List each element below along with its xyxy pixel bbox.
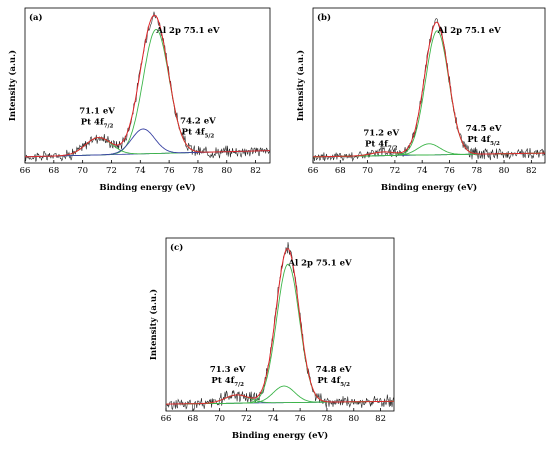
peak-annotation: 71.3 eV bbox=[210, 365, 246, 375]
plot-frame bbox=[312, 7, 546, 164]
peak-annotation-label: Pt 4f5/2 bbox=[467, 135, 500, 147]
peak-annotation-label: Pt 4f7/2 bbox=[81, 117, 114, 129]
x-tick-label: 72 bbox=[241, 414, 252, 424]
x-tick-label: 70 bbox=[214, 414, 225, 424]
peak-annotation-label: Pt 4f5/2 bbox=[182, 127, 215, 139]
fit-component-line bbox=[25, 128, 270, 158]
x-axis-label: Binding energy (eV) bbox=[381, 182, 477, 193]
peak-annotation: 71.1 eV bbox=[79, 106, 115, 116]
peak-annotation: 74.8 eV bbox=[316, 365, 352, 375]
x-tick-label: 82 bbox=[526, 166, 537, 176]
x-tick-label: 80 bbox=[221, 166, 232, 176]
peak-annotation-name: Pt 4f bbox=[365, 140, 389, 150]
raw-data-line bbox=[165, 242, 395, 411]
x-tick-label: 70 bbox=[362, 166, 373, 176]
peak-annotation-subscript: 5/2 bbox=[205, 133, 215, 139]
peak-annotation-label: Pt 4f7/2 bbox=[211, 376, 244, 388]
x-tick-label: 78 bbox=[322, 414, 333, 424]
x-tick-label: 72 bbox=[106, 166, 117, 176]
fit-component-line bbox=[166, 263, 394, 405]
panel-label: (a) bbox=[29, 12, 43, 23]
plot-frame bbox=[165, 237, 395, 412]
peak-annotation-subscript: 5/2 bbox=[490, 141, 500, 147]
panel-label: (b) bbox=[317, 12, 331, 23]
raw-data-line bbox=[312, 18, 546, 162]
x-tick-label: 72 bbox=[389, 166, 400, 176]
y-axis-label: Intensity (a.u.) bbox=[7, 50, 18, 121]
peak-annotation-label: Pt 4f7/2 bbox=[365, 140, 398, 152]
x-tick-label: 76 bbox=[444, 166, 455, 176]
x-tick-label: 76 bbox=[164, 166, 175, 176]
x-tick-label: 68 bbox=[335, 166, 346, 176]
y-axis-label: Intensity (a.u.) bbox=[148, 289, 159, 360]
envelope-fit-line bbox=[313, 21, 545, 158]
x-tick-label: 66 bbox=[20, 166, 31, 176]
x-tick-label: 74 bbox=[135, 166, 146, 176]
peak-annotation-label: Pt 4f5/2 bbox=[317, 376, 350, 388]
x-tick-label: 66 bbox=[308, 166, 319, 176]
x-tick-label: 78 bbox=[471, 166, 482, 176]
x-tick-label: 74 bbox=[417, 166, 428, 176]
peak-annotation-subscript: 7/2 bbox=[234, 382, 244, 388]
panel-label: (c) bbox=[170, 242, 183, 253]
x-tick-label: 82 bbox=[375, 414, 386, 424]
x-axis-label: Binding energy (eV) bbox=[99, 182, 195, 193]
chart-panel-3: 66 68 70 72 74 76 78 80 82 Binding energy (eV) Int… bbox=[148, 237, 395, 441]
y-axis-label: Intensity (a.u.) bbox=[295, 50, 306, 121]
chart-panel-1: 66 68 70 72 74 76 78 80 82 Binding energy (eV) Int… bbox=[7, 7, 271, 193]
x-tick-label: 80 bbox=[499, 166, 510, 176]
x-tick-label: 80 bbox=[348, 414, 359, 424]
x-tick-label: 68 bbox=[187, 414, 198, 424]
raw-data-line bbox=[24, 11, 271, 162]
x-axis-label: Binding energy (eV) bbox=[232, 430, 328, 441]
x-tick-label: 74 bbox=[268, 414, 279, 424]
peak-annotation-name: Pt 4f bbox=[182, 127, 206, 137]
x-tick-label: 66 bbox=[161, 414, 172, 424]
x-tick-label: 68 bbox=[48, 166, 59, 176]
fit-component-line bbox=[25, 137, 270, 158]
peak-annotation: Al 2p 75.1 eV bbox=[287, 259, 352, 269]
envelope-fit-line bbox=[25, 14, 270, 158]
fit-component-line bbox=[25, 29, 270, 158]
plot-frame bbox=[24, 7, 271, 164]
peak-annotation: Al 2p 75.1 eV bbox=[155, 26, 220, 36]
peak-annotation: 74.5 eV bbox=[466, 124, 502, 134]
peak-annotation-name: Pt 4f bbox=[81, 117, 105, 127]
peak-annotation-subscript: 5/2 bbox=[340, 382, 350, 388]
x-tick-label: 82 bbox=[250, 166, 261, 176]
peak-annotation-name: Pt 4f bbox=[317, 376, 341, 386]
peak-annotation: 74.2 eV bbox=[180, 116, 216, 126]
chart-panel-2: 66 68 70 72 74 76 78 80 82 Binding energy (eV) Int… bbox=[295, 7, 546, 193]
peak-annotation-subscript: 7/2 bbox=[388, 146, 398, 152]
peak-annotation-subscript: 7/2 bbox=[104, 123, 114, 129]
peak-annotation-name: Pt 4f bbox=[467, 135, 491, 145]
x-tick-label: 76 bbox=[295, 414, 306, 424]
envelope-fit-line bbox=[166, 248, 394, 405]
peak-annotation-name: Pt 4f bbox=[211, 376, 235, 386]
peak-annotation: Al 2p 75.1 eV bbox=[436, 26, 501, 36]
x-tick-label: 78 bbox=[193, 166, 204, 176]
peak-annotation: 71.2 eV bbox=[363, 129, 399, 139]
x-tick-label: 70 bbox=[77, 166, 88, 176]
